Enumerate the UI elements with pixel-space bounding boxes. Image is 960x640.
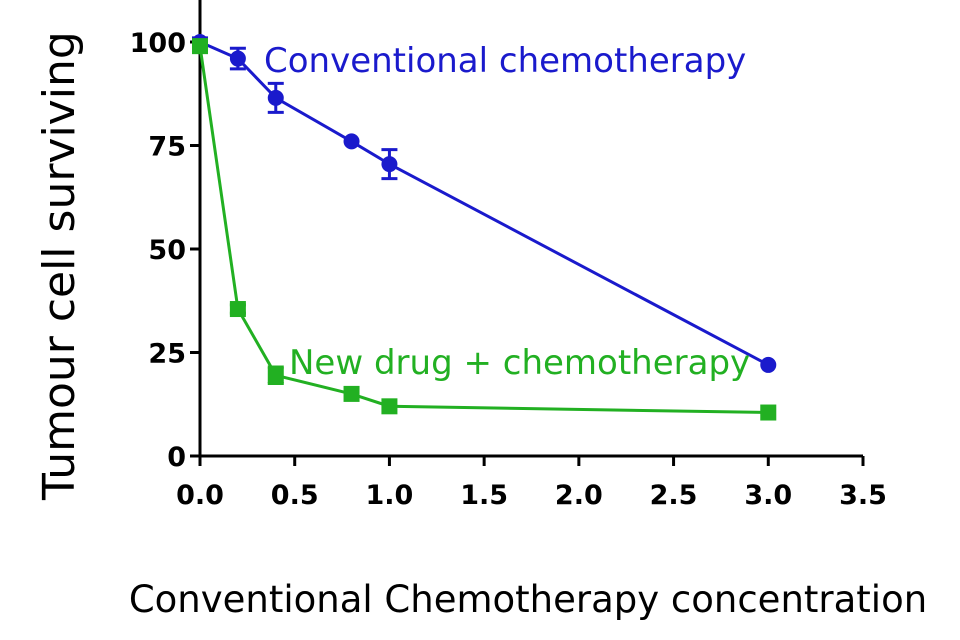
x-axis-title: Conventional Chemotherapy concentration — [129, 578, 927, 621]
data-point — [267, 89, 284, 106]
x-tick-label: 3.5 — [839, 480, 887, 511]
data-point — [229, 301, 246, 318]
data-point — [760, 356, 777, 373]
series-line — [198, 45, 769, 414]
y-tick-label: 0 — [167, 442, 186, 473]
data-point — [381, 398, 398, 415]
x-tick-label: 3.0 — [744, 480, 792, 511]
series-label-conventional: Conventional chemotherapy — [264, 41, 746, 81]
x-tick-label: 0.5 — [271, 480, 319, 511]
y-axis-title: Tumour cell surviving — [34, 31, 85, 501]
axes: 0.0 0.5 1.0 1.5 2.0 2.5 3.0 3.5 0 25 50 75 100 — [130, 0, 887, 511]
data-point — [343, 133, 360, 150]
data-point — [760, 404, 777, 421]
y-tick-label: 100 — [130, 28, 186, 59]
data-point — [192, 38, 208, 55]
y-tick-label: 50 — [148, 235, 186, 266]
data-point — [343, 385, 360, 402]
series-layer — [192, 34, 777, 421]
x-tick-label: 2.0 — [555, 480, 603, 511]
series-1 — [192, 38, 777, 421]
x-tick-label: 2.5 — [650, 480, 698, 511]
series-line — [199, 40, 770, 367]
y-tick-label: 75 — [148, 132, 186, 163]
x-tick-label: 1.5 — [460, 480, 508, 511]
data-point — [229, 50, 246, 67]
x-tick-label: 0.0 — [176, 480, 224, 511]
series-0 — [192, 34, 777, 373]
series-label-new-drug: New drug + chemotherapy — [289, 343, 750, 383]
data-point — [381, 156, 398, 173]
y-tick-label: 25 — [148, 339, 186, 370]
x-tick-label: 1.0 — [366, 480, 414, 511]
data-point — [267, 367, 284, 384]
